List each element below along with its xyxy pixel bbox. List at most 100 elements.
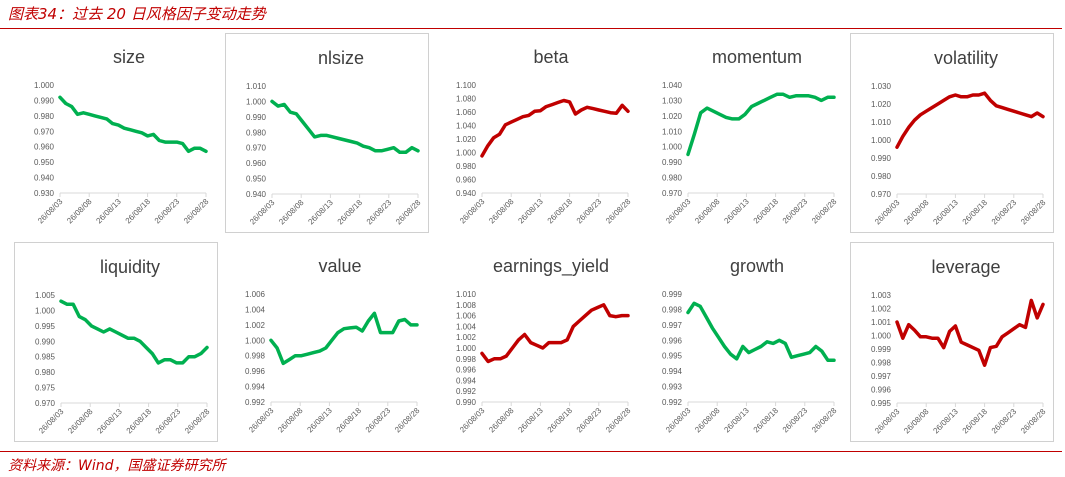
y-tick-label: 1.008 (456, 301, 477, 310)
y-tick-label: 1.000 (871, 332, 892, 341)
x-tick-label: 26/08/03 (248, 198, 277, 227)
x-tick-label: 26/08/08 (487, 197, 516, 226)
x-tick-label: 26/08/08 (693, 197, 722, 226)
x-tick-label: 26/08/03 (664, 197, 693, 226)
x-tick-label: 26/08/08 (65, 197, 94, 226)
y-tick-label: 0.996 (871, 386, 892, 395)
x-tick-label: 26/08/13 (305, 406, 334, 435)
x-tick-label: 26/08/08 (487, 406, 516, 435)
y-tick-label: 0.980 (35, 368, 56, 377)
y-tick-label: 1.010 (456, 290, 477, 299)
y-tick-label: 0.985 (35, 353, 56, 362)
series-line (686, 301, 836, 363)
chart-title: size (113, 47, 145, 67)
x-tick-label: 26/08/23 (781, 197, 810, 226)
x-tick-label: 26/08/18 (752, 406, 781, 435)
y-tick-label: 0.950 (246, 175, 267, 184)
x-tick-label: 26/08/03 (458, 406, 487, 435)
x-tick-label: 26/08/23 (153, 197, 182, 226)
x-tick-label: 26/08/08 (902, 407, 931, 436)
y-tick-label: 1.030 (871, 82, 892, 91)
y-tick-label: 0.960 (34, 143, 55, 152)
chart-title: earnings_yield (493, 256, 609, 277)
y-tick-label: 0.998 (871, 359, 892, 368)
y-tick-label: 1.001 (871, 318, 892, 327)
chart-title: momentum (712, 47, 802, 67)
x-tick-label: 26/08/28 (604, 406, 633, 435)
y-tick-label: 0.960 (246, 159, 267, 168)
chart-title: liquidity (100, 257, 160, 277)
y-tick-label: 1.080 (456, 95, 477, 104)
chart-svg: momentum 0.970 0.980 0.990 1.000 1.010 1.020 1.… (662, 47, 839, 226)
chart-panel-earnings-yield: earnings_yield 0.990 0.992 0.994 0.996 0.998 1… (436, 242, 640, 442)
chart-title: leverage (931, 257, 1000, 277)
x-tick-label: 26/08/13 (516, 197, 545, 226)
y-tick-label: 0.998 (456, 355, 477, 364)
y-tick-label: 0.992 (662, 398, 683, 407)
x-tick-label: 26/08/28 (1019, 198, 1048, 227)
y-tick-label: 1.040 (662, 81, 683, 90)
x-tick-label: 26/08/13 (931, 198, 960, 227)
y-tick-label: 0.999 (662, 290, 683, 299)
chart-svg: nlsize 0.940 0.950 0.960 0.970 0.980 0.990 1.00… (246, 48, 423, 227)
y-tick-label: 0.980 (246, 128, 267, 137)
y-tick-label: 0.996 (662, 336, 683, 345)
chart-panel-nlsize: nlsize 0.940 0.950 0.960 0.970 0.980 0.990 1.00… (225, 33, 429, 233)
x-tick-label: 26/08/13 (931, 407, 960, 436)
x-tick-label: 26/08/03 (36, 197, 65, 226)
x-tick-label: 26/08/03 (873, 198, 902, 227)
y-tick-label: 0.994 (662, 367, 683, 376)
x-tick-label: 26/08/28 (393, 406, 422, 435)
y-tick-label: 1.000 (35, 306, 56, 315)
x-tick-label: 26/08/08 (66, 407, 95, 436)
chart-svg: value 0.992 0.994 0.996 0.998 1.000 1.002 1.004… (245, 256, 422, 435)
y-tick-label: 1.000 (871, 136, 892, 145)
series-line (686, 92, 836, 157)
chart-svg: liquidity 0.970 0.975 0.980 0.985 0.990 0.995 1… (35, 257, 212, 436)
x-tick-label: 26/08/13 (95, 407, 124, 436)
chart-title: nlsize (318, 48, 364, 68)
x-tick-label: 26/08/18 (336, 198, 365, 227)
chart-panel-value: value 0.992 0.994 0.996 0.998 1.000 1.002 1.004… (225, 242, 429, 442)
y-tick-label: 0.992 (245, 398, 266, 407)
y-tick-label: 0.997 (871, 372, 892, 381)
y-tick-label: 1.002 (456, 333, 477, 342)
title-rule (0, 28, 1062, 29)
y-tick-label: 0.992 (456, 387, 477, 396)
x-tick-label: 26/08/28 (394, 198, 423, 227)
y-tick-label: 0.998 (245, 352, 266, 361)
y-tick-label: 0.940 (246, 190, 267, 199)
chart-title: volatility (934, 48, 998, 68)
y-tick-label: 1.060 (456, 108, 477, 117)
x-tick-label: 26/08/23 (365, 198, 394, 227)
y-tick-label: 0.990 (662, 158, 683, 167)
chart-title: beta (533, 47, 569, 67)
x-tick-label: 26/08/18 (546, 406, 575, 435)
x-tick-label: 26/08/23 (154, 407, 183, 436)
y-tick-label: 0.970 (246, 144, 267, 153)
y-tick-label: 0.960 (456, 176, 477, 185)
y-tick-label: 0.995 (662, 352, 683, 361)
x-tick-label: 26/08/08 (277, 198, 306, 227)
y-tick-label: 1.000 (34, 81, 55, 90)
y-tick-label: 0.980 (34, 112, 55, 121)
x-tick-label: 26/08/13 (722, 197, 751, 226)
x-tick-label: 26/08/28 (604, 197, 633, 226)
y-tick-label: 1.040 (456, 122, 477, 131)
x-tick-label: 26/08/13 (516, 406, 545, 435)
y-tick-label: 0.994 (456, 376, 477, 385)
y-tick-label: 0.997 (662, 321, 683, 330)
y-tick-label: 0.990 (34, 96, 55, 105)
figure-title: 图表34：过去 20 日风格因子变动走势 (8, 5, 266, 23)
series-line (269, 311, 419, 366)
y-tick-label: 0.940 (34, 174, 55, 183)
series-line (59, 299, 209, 365)
x-tick-label: 26/08/03 (873, 407, 902, 436)
y-tick-label: 1.100 (456, 81, 477, 90)
y-tick-label: 0.975 (35, 384, 56, 393)
chart-panel-size: size 0.930 0.940 0.950 0.960 0.970 0.980 0.990 1… (14, 33, 218, 233)
series-line (895, 91, 1045, 149)
chart-panel-volatility: volatility 0.970 0.980 0.990 1.000 1.010 1.020… (850, 33, 1054, 233)
y-tick-label: 1.010 (246, 82, 267, 91)
y-tick-label: 1.002 (245, 321, 266, 330)
